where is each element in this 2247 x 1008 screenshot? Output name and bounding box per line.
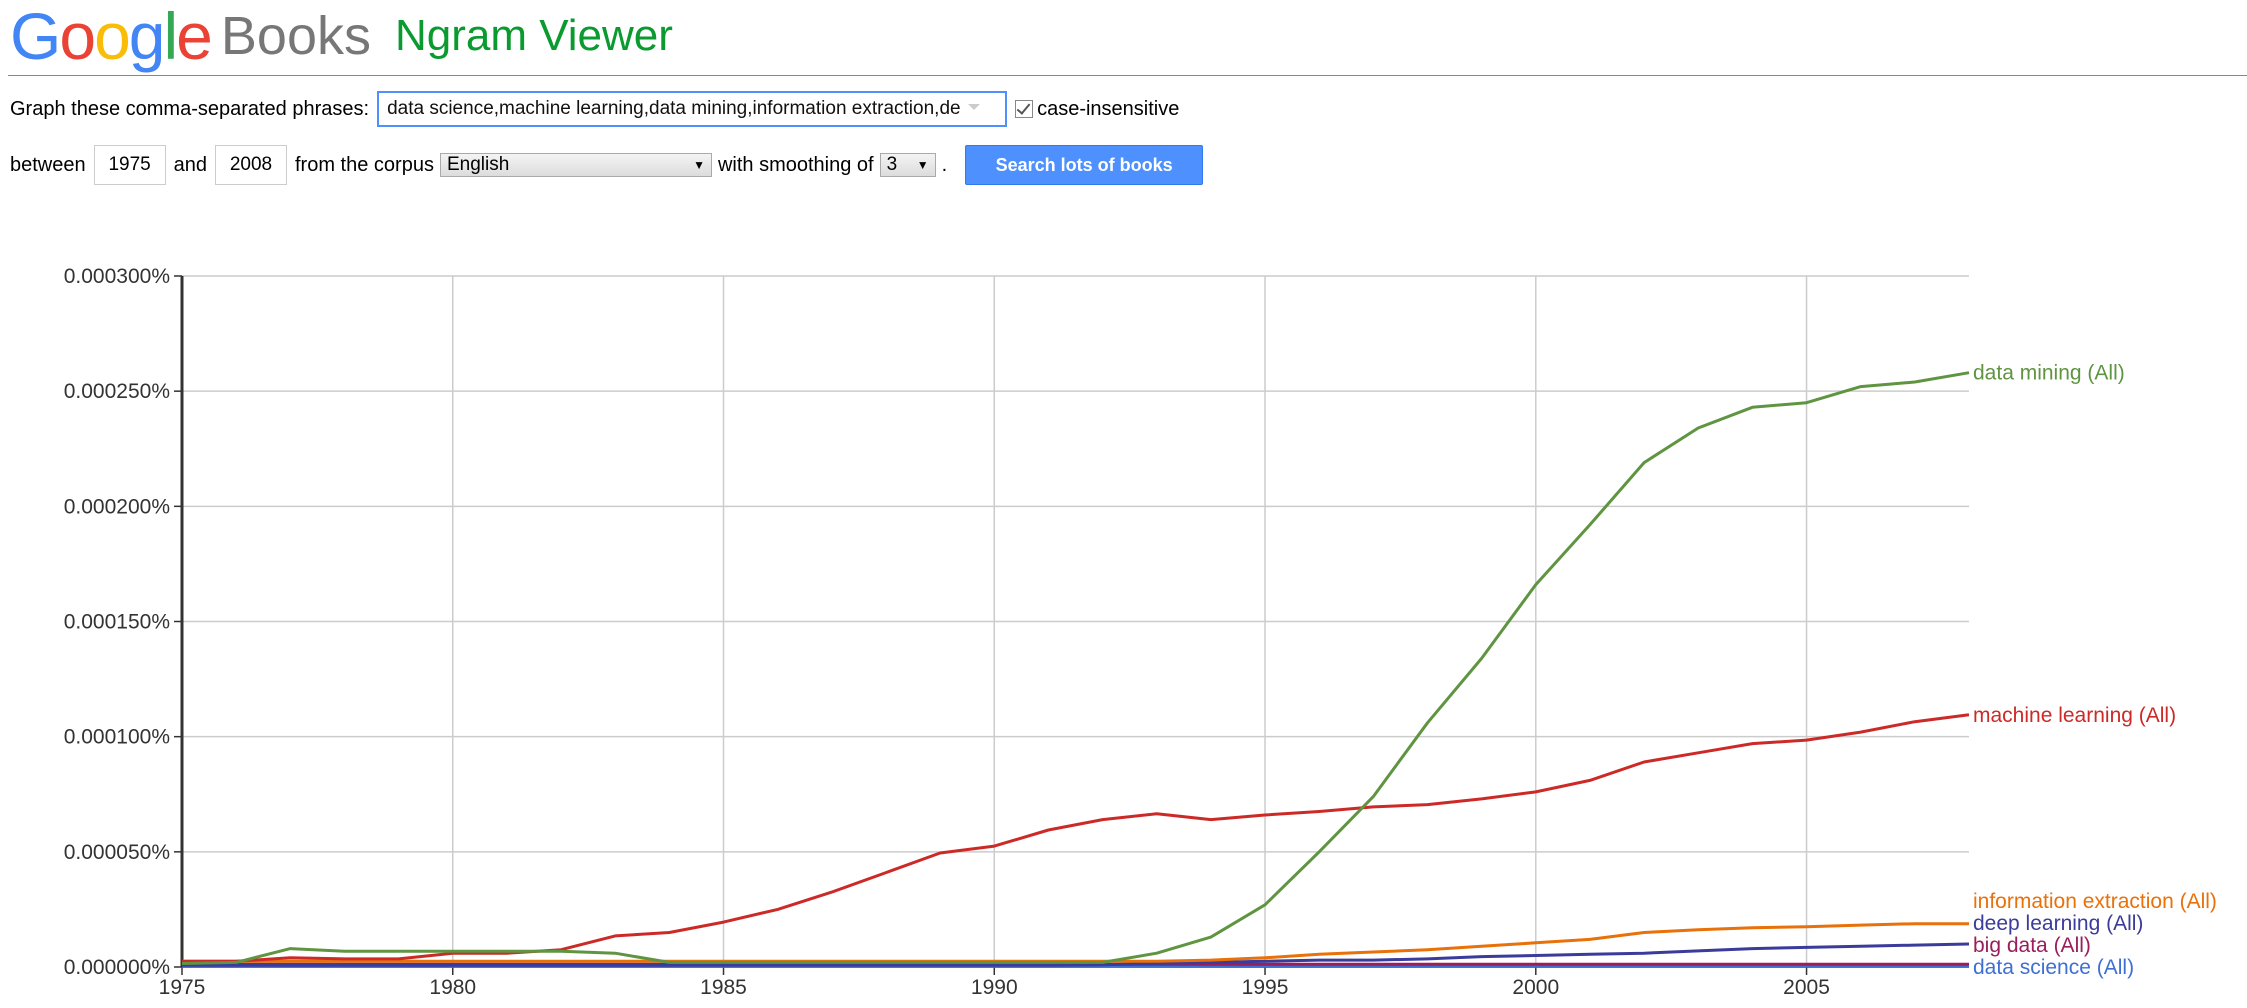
y-tick-label: 0.000150%: [64, 611, 170, 634]
y-tick-label: 0.000250%: [64, 380, 170, 403]
y-tick-label: 0.000200%: [64, 495, 170, 518]
series-line: [182, 713, 1970, 963]
phrases-row: Graph these comma-separated phrases: cas…: [10, 88, 1179, 130]
header: Google Books Ngram Viewer: [10, 2, 673, 70]
phrases-input[interactable]: [377, 91, 1008, 127]
x-tick-label: 1990: [971, 976, 1018, 999]
case-insensitive-label: case-insensitive: [1037, 97, 1180, 120]
phrases-label: Graph these comma-separated phrases:: [10, 97, 370, 120]
logo-letter: g: [128, 0, 166, 73]
corpus-value: English: [446, 154, 510, 175]
start-year-input[interactable]: [93, 145, 166, 185]
y-tick-label: 0.000100%: [64, 726, 170, 749]
series-label: data mining (All): [1973, 362, 2125, 385]
x-tick-label: 1975: [159, 976, 206, 999]
logo-letter: o: [59, 0, 96, 73]
autocomplete-chevron-icon: [968, 104, 980, 110]
end-year-input[interactable]: [215, 145, 287, 185]
dropdown-arrow-icon: ▼: [916, 158, 929, 172]
page-title: Ngram Viewer: [394, 11, 673, 60]
ngram-chart: 0.000000% 0.000050% 0.000100% 0.000150% 0.00…: [64, 265, 2217, 999]
series-line: [182, 922, 1969, 963]
series-line: [182, 942, 1970, 967]
x-tick-label: 1980: [429, 976, 476, 999]
and-label: and: [173, 153, 207, 176]
series-label: information extraction (All): [1973, 890, 2217, 913]
series-label: data science (All): [1973, 956, 2134, 979]
logo-letter: G: [10, 0, 61, 73]
logo-letter: e: [176, 0, 213, 73]
between-label: between: [10, 153, 86, 176]
series-label: machine learning (All): [1973, 704, 2176, 727]
x-tick-label: 1985: [700, 976, 747, 999]
logo-letter: o: [94, 0, 131, 73]
y-tick-label: 0.000050%: [64, 841, 170, 864]
smoothing-label: with smoothing of: [717, 153, 874, 176]
options-row: between and from the corpus English ▼ wi…: [10, 144, 1204, 186]
smoothing-value: 3: [886, 154, 898, 175]
corpus-select[interactable]: English ▼: [439, 153, 712, 177]
search-button[interactable]: Search lots of books: [965, 145, 1204, 185]
series-line: [181, 371, 1970, 965]
books-wordmark: Books: [220, 6, 371, 66]
smoothing-select[interactable]: 3 ▼: [879, 153, 936, 177]
case-insensitive-checkbox[interactable]: [1015, 100, 1034, 118]
header-divider: [8, 75, 2247, 76]
logo-letter: l: [163, 0, 179, 73]
series-label: deep learning (All): [1973, 912, 2143, 935]
x-tick-label: 1995: [1242, 976, 1289, 999]
series-label: big data (All): [1973, 934, 2091, 957]
x-tick-label: 2005: [1783, 976, 1830, 999]
y-tick-label: 0.000000%: [64, 956, 170, 979]
period-text: .: [941, 153, 948, 176]
x-tick-label: 2000: [1512, 976, 1559, 999]
google-logo[interactable]: Google: [10, 0, 213, 73]
dropdown-arrow-icon: ▼: [693, 158, 705, 172]
corpus-label: from the corpus: [295, 153, 434, 176]
y-tick-label: 0.000300%: [64, 265, 170, 288]
